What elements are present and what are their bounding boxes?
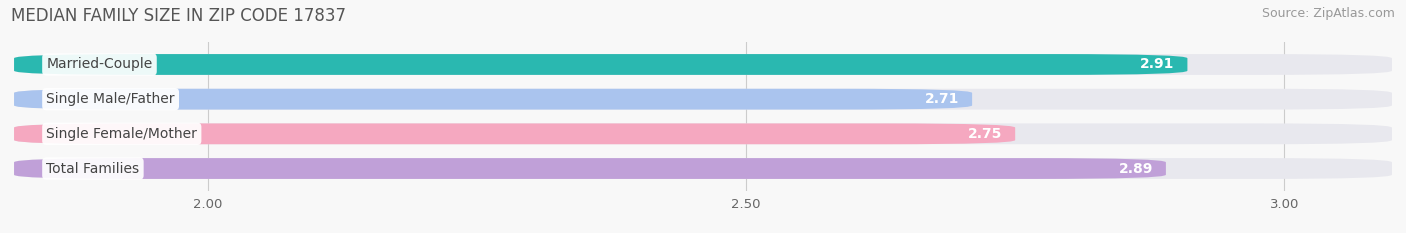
FancyBboxPatch shape — [14, 123, 1392, 144]
Text: Single Female/Mother: Single Female/Mother — [46, 127, 197, 141]
FancyBboxPatch shape — [14, 89, 972, 110]
FancyBboxPatch shape — [14, 123, 1015, 144]
FancyBboxPatch shape — [14, 158, 1392, 179]
Text: Total Families: Total Families — [46, 161, 139, 175]
Text: 2.71: 2.71 — [925, 92, 959, 106]
FancyBboxPatch shape — [14, 89, 1392, 110]
Text: MEDIAN FAMILY SIZE IN ZIP CODE 17837: MEDIAN FAMILY SIZE IN ZIP CODE 17837 — [11, 7, 346, 25]
FancyBboxPatch shape — [14, 158, 1166, 179]
Text: Source: ZipAtlas.com: Source: ZipAtlas.com — [1261, 7, 1395, 20]
Text: Married-Couple: Married-Couple — [46, 58, 153, 72]
Text: Single Male/Father: Single Male/Father — [46, 92, 174, 106]
Text: 2.75: 2.75 — [967, 127, 1002, 141]
Text: 2.89: 2.89 — [1119, 161, 1153, 175]
FancyBboxPatch shape — [14, 54, 1392, 75]
Text: 2.91: 2.91 — [1140, 58, 1174, 72]
FancyBboxPatch shape — [14, 54, 1188, 75]
